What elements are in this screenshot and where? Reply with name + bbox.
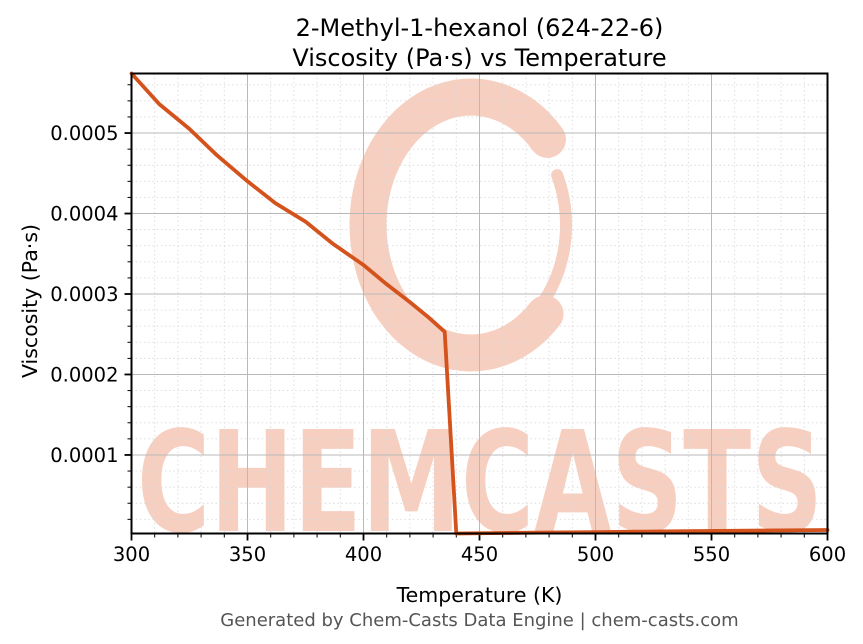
y-tick-label: 0.0002	[50, 363, 118, 386]
x-tick-label: 400	[345, 543, 382, 566]
axes-spines	[130, 72, 829, 535]
y-tick-label: 0.0004	[50, 203, 118, 226]
y-tick-label: 0.0001	[50, 444, 118, 467]
x-tick-label: 600	[809, 543, 846, 566]
y-axis-label: Viscosity (Pa·s)	[18, 223, 42, 379]
chart-title: 2-Methyl-1-hexanol (624-22-6) Viscosity …	[131, 13, 828, 73]
x-tick-label: 350	[229, 543, 266, 566]
c-swirl-logo	[349, 78, 572, 372]
x-tick-label: 550	[693, 543, 730, 566]
y-tick-label: 0.0003	[50, 283, 118, 306]
tick-labels: 300 350 400 450 500 550 600 0.0001 0.0002 0.0003 0…	[50, 122, 846, 566]
x-axis-label: Temperature (K)	[396, 583, 563, 607]
viscosity-line	[129, 71, 830, 536]
chart-title-line2: Viscosity (Pa·s) vs Temperature	[292, 44, 667, 72]
grid-major	[131, 73, 828, 534]
x-tick-label: 500	[577, 543, 614, 566]
x-tick-label: 450	[461, 543, 498, 566]
x-tick-label: 300	[113, 543, 150, 566]
chart-title-line1: 2-Methyl-1-hexanol (624-22-6)	[295, 14, 664, 42]
y-tick-label: 0.0005	[50, 122, 118, 145]
footer-credit: Generated by Chem-Casts Data Engine | ch…	[220, 610, 739, 631]
